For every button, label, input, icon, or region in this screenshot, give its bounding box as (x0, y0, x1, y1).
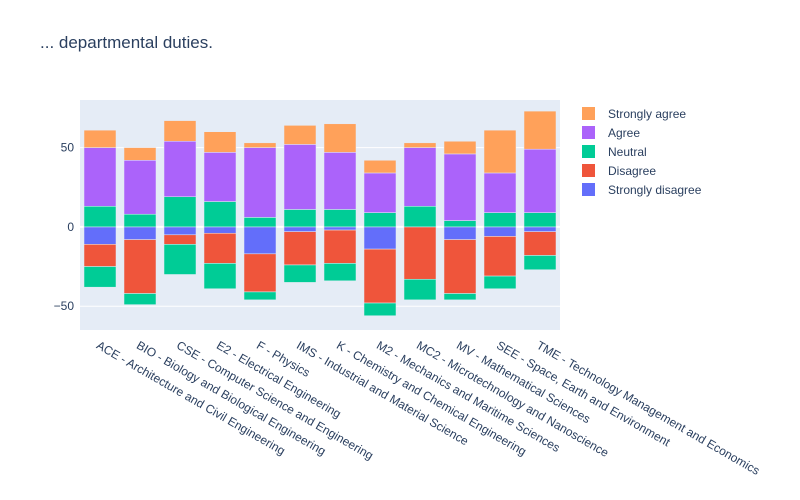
bar-segment (283, 264, 317, 283)
bar-segment (403, 278, 437, 301)
legend-swatch (582, 107, 595, 120)
legend-label: Strongly agree (608, 107, 686, 121)
bar-segment (203, 131, 237, 153)
legend: Strongly agree Agree Neutral Disagree Strong… (582, 107, 702, 197)
legend-swatch (582, 126, 595, 139)
legend-item[interactable]: Neutral (582, 145, 647, 159)
bar-segment (163, 120, 197, 142)
bar-segment (163, 234, 197, 245)
bar-segment (323, 226, 357, 231)
bar-segment (483, 172, 517, 213)
bar-segment (243, 226, 277, 255)
bar-segment (403, 226, 437, 280)
bar-segment (83, 206, 117, 228)
bar-segment (363, 226, 397, 250)
bar-segment (523, 148, 557, 213)
bar-segment (443, 153, 477, 221)
bar-segment (483, 129, 517, 174)
legend-label: Agree (608, 126, 640, 140)
y-tick-label: 50 (61, 141, 75, 155)
bar-segment (123, 213, 157, 228)
bar-segment (443, 220, 477, 228)
bar-segment (203, 152, 237, 202)
legend-swatch (582, 145, 595, 158)
bar-segment (83, 266, 117, 288)
bar-segment (443, 140, 477, 155)
bar-segment (323, 229, 357, 264)
bar-segment (403, 147, 437, 207)
bar-segment (403, 206, 437, 228)
bar-segment (363, 248, 397, 304)
bar-segment (323, 152, 357, 210)
legend-label: Strongly disagree (608, 183, 702, 197)
y-axis-ticks: −50 0 50 (54, 141, 75, 314)
bar-segment (523, 226, 557, 232)
bar-segment (523, 110, 557, 150)
bar-segment (283, 231, 317, 266)
bar-segment (123, 147, 157, 161)
bar-segment (83, 147, 117, 207)
bar-segment (283, 226, 317, 232)
chart-title: ... departmental duties. (40, 33, 213, 52)
bar-segment (483, 275, 517, 290)
plot-area (80, 100, 560, 330)
legend-label: Disagree (608, 164, 656, 178)
bar-segment (123, 293, 157, 305)
bar-segment (243, 142, 277, 148)
grid-lines (80, 147, 560, 307)
bar-segment (323, 123, 357, 153)
bar-segment (123, 226, 157, 240)
bar-segment (163, 196, 197, 228)
bar-segment (523, 212, 557, 228)
bar-segment (243, 253, 277, 293)
legend-label: Neutral (608, 145, 647, 159)
bar-segment (243, 147, 277, 218)
x-axis-ticks: ACE - Architecture and Civil Engineering… (94, 338, 762, 478)
bar-segment (323, 209, 357, 228)
bar-segment (243, 217, 277, 228)
bar-segment (363, 302, 397, 316)
bar-segment (203, 263, 237, 290)
bar-segment (163, 244, 197, 275)
bar-segment (403, 142, 437, 148)
legend-swatch (582, 164, 595, 177)
bar-segment (483, 226, 517, 237)
bar-segment (283, 125, 317, 145)
bar-segment (483, 236, 517, 277)
bar-segment (283, 209, 317, 228)
bar-segment (283, 144, 317, 210)
y-tick-label: −50 (54, 299, 75, 313)
bar-segment (123, 239, 157, 294)
bar-segment (443, 226, 477, 240)
bar-segment (163, 140, 197, 198)
bar-segment (443, 293, 477, 301)
bar-segment (243, 291, 277, 301)
bar-segment (523, 255, 557, 270)
bars (83, 110, 557, 316)
bar-segment (323, 263, 357, 282)
bar-segment (163, 226, 197, 236)
bar-segment (203, 226, 237, 234)
y-tick-label: 0 (67, 220, 74, 234)
bar-segment (523, 231, 557, 256)
bar-segment (203, 232, 237, 264)
bar-segment (443, 239, 477, 294)
bar-segment (83, 226, 117, 245)
legend-item[interactable]: Agree (582, 126, 640, 140)
bar-segment (83, 244, 117, 267)
legend-item[interactable]: Disagree (582, 164, 656, 178)
bar-segment (363, 172, 397, 213)
bar-segment (483, 212, 517, 228)
legend-swatch (582, 183, 595, 196)
bar-segment (363, 212, 397, 228)
legend-item[interactable]: Strongly agree (582, 107, 686, 121)
bar-segment (123, 160, 157, 215)
bar-segment (203, 201, 237, 228)
bar-segment (83, 129, 117, 148)
legend-item[interactable]: Strongly disagree (582, 183, 702, 197)
bar-segment (363, 160, 397, 174)
